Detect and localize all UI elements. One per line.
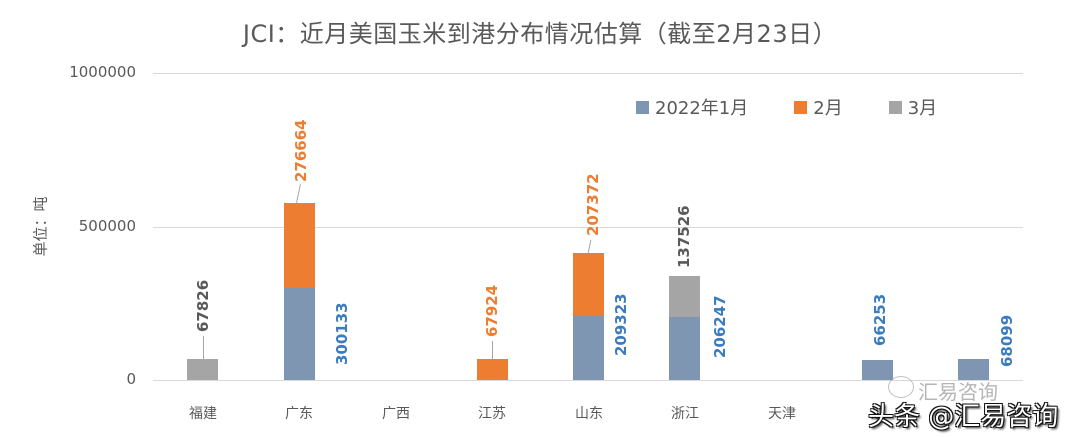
label-guangdong-feb: 276664	[292, 119, 310, 182]
leader-fujian-mar	[203, 336, 204, 359]
label-fujian-mar: 67826	[194, 279, 212, 332]
bar-zhejiang-mar	[669, 276, 700, 317]
gridline-1000000	[153, 73, 1023, 74]
label-jiangsu-feb: 67924	[483, 284, 501, 337]
bar-fujian-mar	[187, 359, 218, 380]
legend-swatch-mar	[888, 100, 902, 114]
legend-swatch-jan	[636, 100, 649, 114]
legend-swatch-feb	[794, 100, 808, 114]
wechat-icon	[888, 376, 914, 398]
label-shandong-feb: 207372	[584, 173, 602, 236]
legend-label-feb: 2月	[813, 98, 843, 119]
bar-guangdong-jan	[284, 288, 315, 380]
legend-item-jan: 2022年1月	[636, 94, 748, 120]
x-axis-baseline	[153, 380, 1023, 381]
x-label-shandong: 山东	[575, 406, 603, 422]
bar-shandong-jan	[573, 316, 604, 380]
legend-item-feb: 2月	[794, 94, 843, 120]
y-tick-500000: 500000	[78, 217, 136, 235]
bar-guangdong-feb	[284, 203, 315, 288]
bar-jiangsu-feb	[477, 359, 508, 380]
bar-zhejiang-jan	[669, 317, 700, 380]
leader-shandong-feb	[587, 240, 592, 253]
x-label-guangxi: 广西	[382, 406, 410, 422]
x-label-tianjin: 天津	[768, 406, 796, 422]
watermark-big: 头条 @汇易咨询	[868, 402, 1059, 432]
x-label-guangdong: 广东	[285, 406, 313, 422]
x-label-fujian: 福建	[189, 406, 217, 422]
bar-c9-jan	[958, 359, 989, 380]
label-guangdong-jan: 300133	[333, 302, 351, 365]
x-label-zhejiang: 浙江	[671, 406, 699, 422]
chart-title: JCI：近月美国玉米到港分布情况估算（截至2月23日）	[242, 20, 838, 48]
bar-shandong-feb	[573, 253, 604, 316]
y-tick-1000000: 1000000	[69, 63, 136, 81]
leader-jiangsu-feb	[492, 341, 493, 359]
legend-item-mar: 3月	[888, 94, 938, 120]
watermark-small: 汇易咨询	[918, 380, 998, 404]
bar-liaoning-jan	[862, 360, 893, 380]
legend: 2022年1月 2月 3月	[636, 94, 937, 120]
gridline-500000	[153, 227, 1023, 228]
label-zhejiang-mar: 137526	[675, 205, 693, 268]
label-shandong-jan: 209323	[612, 293, 630, 356]
y-tick-0: 0	[126, 370, 136, 388]
legend-label-jan: 2022年1月	[655, 98, 749, 119]
y-axis-label: 单位：吨	[31, 196, 50, 257]
label-liaoning-jan: 66253	[871, 293, 889, 346]
legend-label-mar: 3月	[907, 98, 938, 119]
x-label-liaoning: 辽	[871, 406, 885, 422]
x-label-jiangsu: 江苏	[478, 406, 506, 422]
label-zhejiang-jan: 206247	[711, 295, 729, 358]
label-c9-jan: 68099	[998, 314, 1016, 367]
leader-guangdong-feb	[296, 184, 301, 203]
